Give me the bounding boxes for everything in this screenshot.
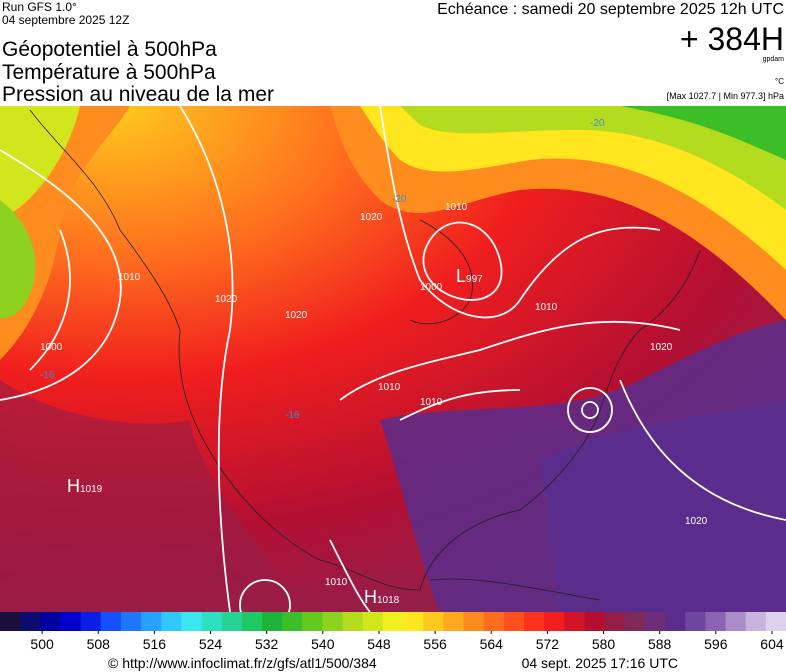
color-swatch — [161, 612, 182, 631]
colorbar-tick-label: 500 — [30, 636, 54, 652]
color-swatch — [0, 612, 21, 631]
color-swatch — [362, 612, 384, 631]
isobar-label: 1010 — [118, 272, 141, 283]
color-swatch — [241, 612, 263, 631]
color-swatch — [483, 612, 505, 631]
color-swatch — [503, 612, 525, 631]
color-swatch — [382, 612, 404, 631]
colorbar-tick-label: 580 — [592, 636, 616, 652]
title-line: Pression au niveau de la mer — [2, 83, 274, 106]
isobar-label: 1020 — [360, 212, 383, 223]
title-line: Géopotentiel à 500hPa — [2, 38, 217, 61]
isobar-label: 1020 — [685, 516, 708, 527]
colorbar-tick-label: 604 — [760, 636, 784, 652]
color-swatch — [463, 612, 485, 631]
pressure-center: H1018 — [364, 587, 400, 607]
color-swatch — [443, 612, 465, 631]
colorbar-tick-label: 572 — [536, 636, 560, 652]
color-swatch — [725, 612, 747, 631]
colorbar-tick-label: 508 — [87, 636, 111, 652]
center-letter: H — [364, 587, 377, 607]
color-swatch — [423, 612, 444, 631]
run-date: 04 septembre 2025 12Z — [2, 13, 129, 27]
isobar-label: 1020 — [215, 294, 238, 305]
colorbar-tick-label: 596 — [704, 636, 728, 652]
pressure-center: L997 — [456, 266, 483, 286]
color-swatch — [765, 612, 786, 631]
color-swatch — [604, 612, 626, 631]
color-swatch — [644, 612, 666, 631]
color-swatch — [282, 612, 303, 631]
temp-unit: °C — [775, 77, 784, 86]
valid-time: Echéance : samedi 20 septembre 2025 12h … — [437, 1, 784, 18]
color-swatch — [524, 612, 545, 631]
pressure-range: [Max 1027.7 | Min 977.3] hPa — [667, 91, 784, 101]
source-url: © http://www.infoclimat.fr/z/gfs/atl1/50… — [108, 655, 377, 671]
color-swatch — [685, 612, 706, 631]
color-swatch — [201, 612, 223, 631]
temp-label: -16 — [285, 410, 300, 421]
center-letter: L — [456, 266, 466, 286]
colorbar-tick-label: 564 — [480, 636, 504, 652]
title-line: Température à 500hPa — [2, 61, 216, 84]
colorbar-tick-label: 524 — [199, 636, 223, 652]
color-swatch — [120, 612, 142, 631]
color-swatch — [584, 612, 606, 631]
isobar-label: 1010 — [420, 397, 443, 408]
color-swatch — [221, 612, 243, 631]
isobar-label: 1000 — [40, 342, 63, 353]
color-swatch — [665, 612, 686, 631]
isobar-label: 1020 — [285, 310, 308, 321]
colorbar-tick-label: 532 — [255, 636, 279, 652]
temp-label: -20 — [392, 194, 407, 205]
color-swatch — [60, 612, 82, 631]
color-swatch — [705, 612, 727, 631]
map: 1010 1000 1020 1020 1020 1010 1000 1010 … — [0, 105, 786, 631]
isobar-label: 1010 — [445, 202, 468, 213]
unit: gpdam — [763, 56, 785, 63]
colorbar-tick-label: 540 — [311, 636, 335, 652]
color-swatch — [100, 612, 122, 631]
color-swatch — [624, 612, 646, 631]
colorbar: 500 508 516 524 532 540 548 556 564 572 580 588 596 6… — [0, 612, 786, 652]
color-swatch — [745, 612, 767, 631]
color-swatch — [141, 612, 162, 631]
isobar-label: 1010 — [325, 577, 348, 588]
colorbar-tick-label: 556 — [423, 636, 447, 652]
center-value: 1018 — [377, 595, 400, 606]
color-swatch — [544, 612, 565, 631]
color-swatch — [564, 612, 585, 631]
isobar-label: 1020 — [650, 342, 673, 353]
isobar-label: 1010 — [378, 382, 401, 393]
pressure-center: H1019 — [67, 476, 103, 496]
temp-label: -20 — [590, 118, 605, 129]
generated-time: 04 sept. 2025 17:16 UTC — [522, 655, 678, 671]
color-swatch — [262, 612, 283, 631]
color-swatch — [40, 612, 61, 631]
color-swatch — [181, 612, 203, 631]
colorbar-tick-label: 516 — [143, 636, 167, 652]
lead-time: + 384H — [680, 21, 784, 57]
color-swatch — [20, 612, 41, 631]
center-value: 997 — [466, 274, 483, 285]
color-swatch — [322, 612, 344, 631]
color-swatch — [302, 612, 323, 631]
color-swatch — [342, 612, 364, 631]
isobar-label: 1010 — [535, 302, 558, 313]
colorbar-tick-label: 588 — [648, 636, 672, 652]
center-value: 1019 — [80, 484, 103, 495]
color-swatch — [80, 612, 102, 631]
center-letter: H — [67, 476, 80, 496]
temp-label: -16 — [40, 370, 55, 381]
isobar-label: 1000 — [420, 282, 443, 293]
colorbar-tick-label: 548 — [367, 636, 391, 652]
color-swatch — [403, 612, 424, 631]
run: Run GFS 1.0° — [2, 0, 77, 14]
